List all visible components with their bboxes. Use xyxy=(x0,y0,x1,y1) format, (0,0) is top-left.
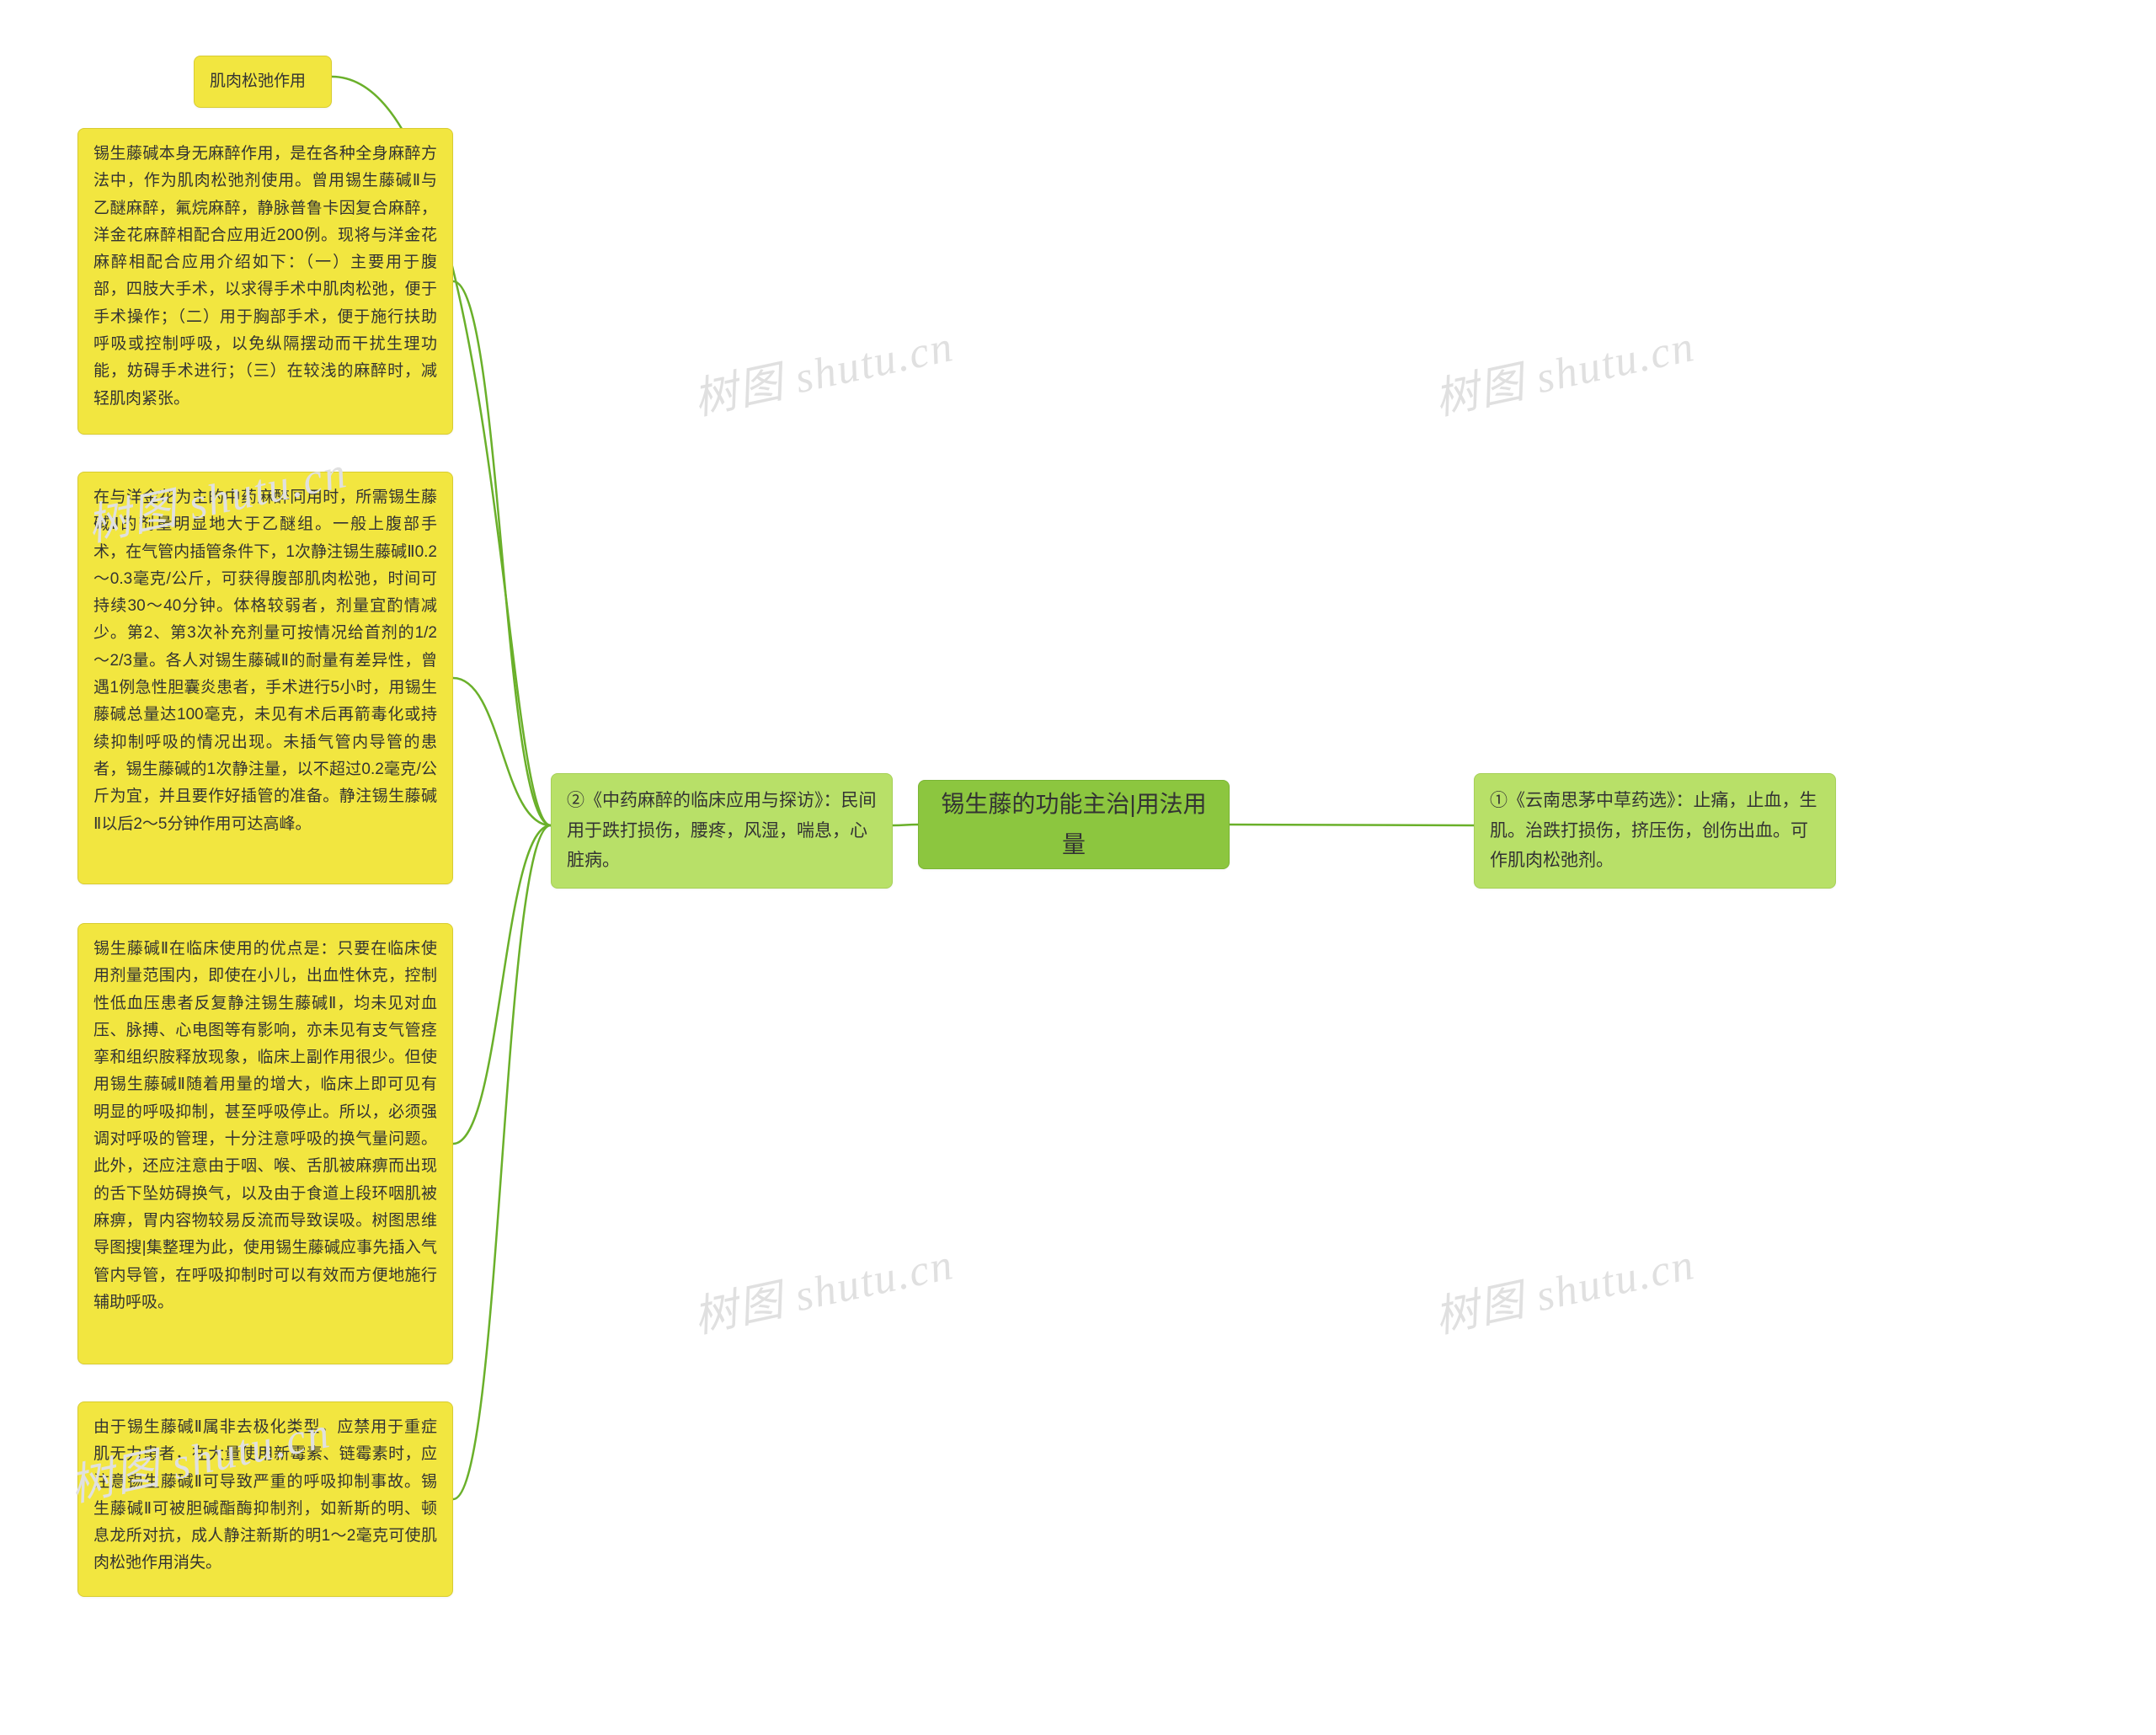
mindmap-node-d4[interactable]: 锡生藤碱Ⅱ在临床使用的优点是：只要在临床使用剂量范围内，即使在小儿，出血性休克，… xyxy=(77,923,453,1364)
mindmap-node-d2[interactable]: 锡生藤碱本身无麻醉作用，是在各种全身麻醉方法中，作为肌肉松弛剂使用。曾用锡生藤碱… xyxy=(77,128,453,435)
node-label: 肌肉松弛作用 xyxy=(210,72,306,90)
node-label: ②《中药麻醉的临床应用与探访》：民间用于跌打损伤，腰疼，风湿，喘息，心脏病。 xyxy=(567,791,877,870)
root-label: 锡生藤的功能主治|用法用量 xyxy=(934,784,1214,864)
watermark: 树图 shutu.cn xyxy=(687,1228,959,1345)
mindmap-node-d5[interactable]: 由于锡生藤碱Ⅱ属非去极化类型，应禁用于重症肌无力患者，在大量使用新霉素、链霉素时… xyxy=(77,1401,453,1597)
node-label: ①《云南思茅中草药选》：止痛，止血，生肌。治跌打损伤，挤压伤，创伤出血。可作肌肉… xyxy=(1490,791,1817,870)
mindmap-node-d3[interactable]: 在与洋金花为主的中药麻醉同用时，所需锡生藤碱Ⅱ的剂量明显地大于乙醚组。一般上腹部… xyxy=(77,472,453,884)
watermark: 树图 shutu.cn xyxy=(687,310,959,427)
node-label: 锡生藤碱Ⅱ在临床使用的优点是：只要在临床使用剂量范围内，即使在小儿，出血性休克，… xyxy=(93,940,437,1311)
node-label: 锡生藤碱本身无麻醉作用，是在各种全身麻醉方法中，作为肌肉松弛剂使用。曾用锡生藤碱… xyxy=(93,145,437,408)
node-label: 由于锡生藤碱Ⅱ属非去极化类型，应禁用于重症肌无力患者，在大量使用新霉素、链霉素时… xyxy=(93,1418,437,1572)
mindmap-node-left1[interactable]: ②《中药麻醉的临床应用与探访》：民间用于跌打损伤，腰疼，风湿，喘息，心脏病。 xyxy=(551,773,893,889)
node-label: 在与洋金花为主的中药麻醉同用时，所需锡生藤碱Ⅱ的剂量明显地大于乙醚组。一般上腹部… xyxy=(93,488,437,833)
mindmap-root[interactable]: 锡生藤的功能主治|用法用量 xyxy=(918,780,1230,869)
watermark: 树图 shutu.cn xyxy=(1428,310,1700,427)
mindmap-node-right1[interactable]: ①《云南思茅中草药选》：止痛，止血，生肌。治跌打损伤，挤压伤，创伤出血。可作肌肉… xyxy=(1474,773,1836,889)
watermark: 树图 shutu.cn xyxy=(1428,1228,1700,1345)
mindmap-node-d1[interactable]: 肌肉松弛作用 xyxy=(194,56,332,108)
